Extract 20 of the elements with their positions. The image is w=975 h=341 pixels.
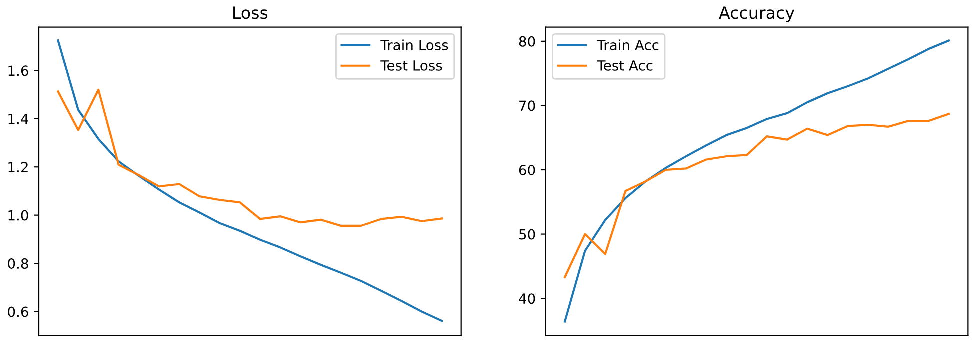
y-tick-label: 70 (520, 100, 536, 112)
legend-label: Train Loss (380, 40, 448, 51)
chart-title: Accuracy (719, 6, 795, 22)
y-tick-label: 1.6 (8, 66, 28, 76)
line-series (564, 40, 950, 323)
line-series (564, 113, 950, 278)
legend-label: Test Acc (597, 60, 653, 71)
y-tick-label: 80 (519, 36, 536, 47)
legend-label: Test Loss (380, 60, 442, 71)
y-tick-label: 60 (519, 164, 536, 176)
y-tick-label: 1.4 (8, 114, 28, 124)
line-series (57, 88, 444, 227)
y-tick-label: 40 (519, 294, 536, 304)
y-tick-label: 0.6 (8, 306, 28, 318)
chart-title: Loss (234, 6, 268, 20)
y-tick-label: 50 (520, 229, 536, 240)
y-tick-label: 1.0 (8, 210, 28, 221)
legend-label: Train Acc (597, 40, 659, 51)
y-tick-label: 0.8 (8, 258, 28, 270)
y-tick-label: 1.2 (8, 162, 28, 172)
